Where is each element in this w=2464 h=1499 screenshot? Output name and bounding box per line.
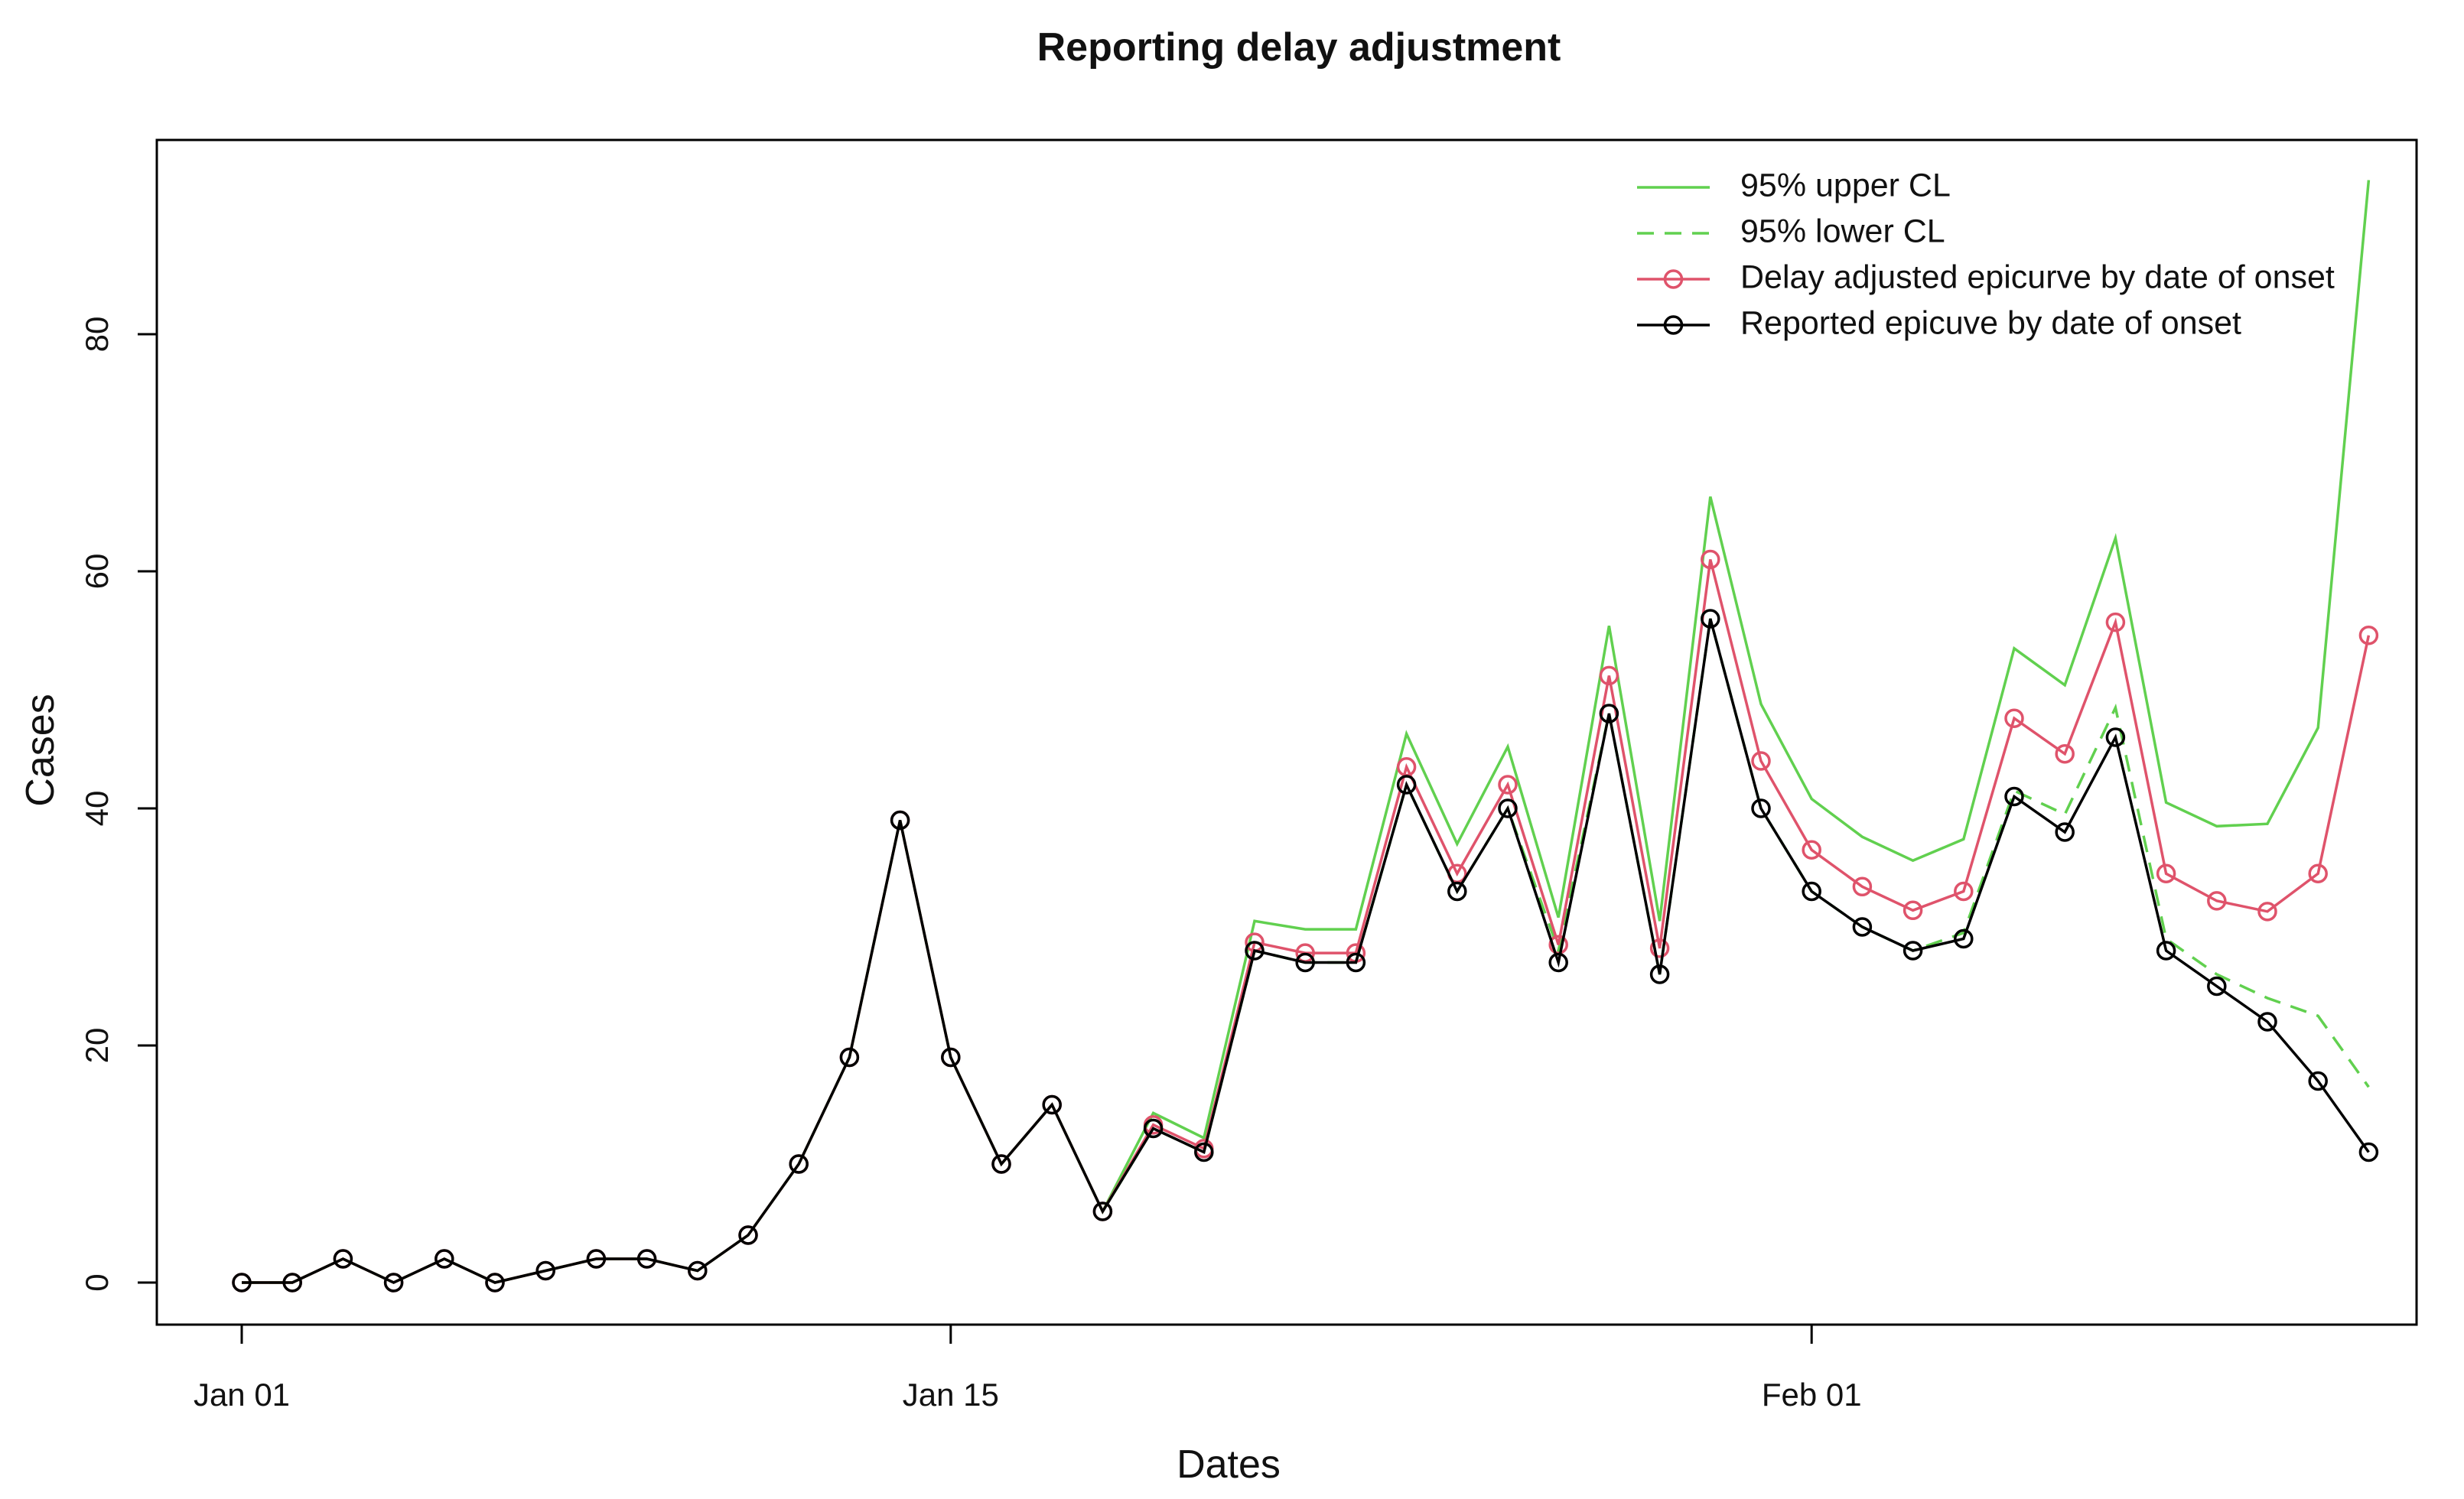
data-point: [2207, 891, 2227, 911]
data-point: [1346, 952, 1366, 973]
legend-label: Delay adjusted epicurve by date of onset: [1740, 259, 2335, 295]
data-point: [1903, 941, 1923, 961]
data-point: [1295, 952, 1315, 973]
data-point: [2105, 727, 2126, 747]
x-tick-label: Jan 01: [194, 1377, 290, 1413]
data-point: [1701, 609, 1720, 629]
y-tick-label: 20: [79, 1028, 115, 1064]
data-point: [890, 810, 910, 831]
data-point: [789, 1154, 809, 1174]
data-point: [535, 1260, 555, 1281]
data-point: [1245, 941, 1265, 961]
series-line-delay-adjusted-epicurve-by-date-of-onset: [242, 559, 2371, 1284]
legend: 95% upper CL 95% lower CL Delay adjusted e…: [1637, 167, 2335, 341]
y-tick-label: 80: [79, 317, 115, 353]
data-point: [2055, 743, 2075, 764]
data-point: [2105, 612, 2126, 632]
data-point: [688, 1260, 708, 1281]
legend-item: Reported epicuve by date of onset: [1637, 304, 2241, 341]
data-point: [1396, 775, 1417, 795]
series-line-95-lower-cl: [242, 618, 2370, 1284]
data-point: [1751, 751, 1771, 771]
x-tick-label: Feb 01: [1762, 1377, 1862, 1413]
data-point: [941, 1047, 961, 1068]
data-point: [232, 1273, 252, 1293]
data-point: [1954, 881, 1974, 902]
data-point: [2004, 786, 2024, 807]
data-point: [2308, 1071, 2328, 1091]
legend-item: 95% upper CL: [1637, 167, 1951, 203]
data-point: [1599, 665, 1619, 686]
data-point: [1599, 704, 1619, 723]
data-point: [991, 1154, 1011, 1174]
data-point: [1649, 964, 1670, 984]
legend-label: 95% upper CL: [1740, 167, 1951, 203]
chart-title: Reporting delay adjustment: [1037, 25, 1561, 70]
data-point: [2207, 976, 2227, 997]
x-axis-label: Dates: [1177, 1442, 1281, 1487]
data-point: [383, 1273, 404, 1293]
series-reported-epicuve-by-date-of-onset: [232, 609, 2379, 1293]
data-point: [839, 1047, 860, 1068]
data-point: [1548, 952, 1568, 973]
series-delay-adjusted-epicurve-by-date-of-onset: [232, 549, 2379, 1293]
data-point: [2156, 863, 2176, 883]
data-point: [2156, 941, 2176, 961]
data-point: [586, 1249, 607, 1269]
data-point: [2257, 902, 2277, 922]
data-point: [1751, 798, 1771, 818]
data-point: [2055, 822, 2075, 842]
data-point: [1701, 549, 1720, 570]
data-point: [282, 1273, 302, 1293]
legend-item: 95% lower CL: [1637, 213, 1945, 249]
data-point: [2358, 1142, 2379, 1162]
data-point: [1143, 1118, 1164, 1139]
data-point: [333, 1249, 353, 1269]
data-point: [636, 1249, 657, 1269]
legend-item: Delay adjusted epicurve by date of onset: [1637, 259, 2335, 295]
data-point: [1042, 1094, 1062, 1115]
legend-swatch-marker: [1663, 315, 1684, 335]
data-point: [1498, 775, 1518, 795]
data-point: [1447, 881, 1467, 902]
x-tick-label: Jan 15: [903, 1377, 999, 1413]
data-point: [435, 1249, 454, 1269]
data-point: [1498, 798, 1518, 818]
y-axis-label: Cases: [18, 694, 63, 806]
data-point: [2004, 708, 2024, 728]
x-axis: Jan 01 Jan 15 Feb 01: [194, 1323, 1862, 1413]
series-95-upper-cl: [242, 180, 2371, 1284]
data-point: [2308, 863, 2328, 883]
data-point: [1852, 917, 1873, 937]
legend-swatch-marker: [1663, 269, 1684, 289]
data-point: [1194, 1142, 1214, 1162]
data-point: [1954, 928, 1974, 949]
data-point: [738, 1225, 758, 1245]
series-95-lower-cl: [242, 618, 2370, 1284]
y-axis: 0 20 40 60 80: [79, 317, 158, 1292]
y-tick-label: 0: [79, 1273, 115, 1291]
data-point: [2358, 625, 2379, 645]
data-point: [1092, 1201, 1113, 1221]
legend-label: Reported epicuve by date of onset: [1740, 304, 2241, 341]
y-tick-label: 60: [79, 554, 115, 590]
data-point: [2257, 1012, 2277, 1032]
legend-label: 95% lower CL: [1740, 213, 1945, 249]
data-point: [485, 1273, 505, 1293]
series-line-95-upper-cl: [242, 180, 2371, 1284]
data-point: [1802, 840, 1821, 860]
series-layer: [232, 180, 2379, 1293]
data-point: [1903, 900, 1923, 921]
data-point: [1852, 876, 1873, 897]
series-line-reported-epicuve-by-date-of-onset: [242, 618, 2370, 1284]
data-point: [1802, 881, 1821, 902]
y-tick-label: 40: [79, 791, 115, 827]
data-point: [1649, 938, 1670, 958]
